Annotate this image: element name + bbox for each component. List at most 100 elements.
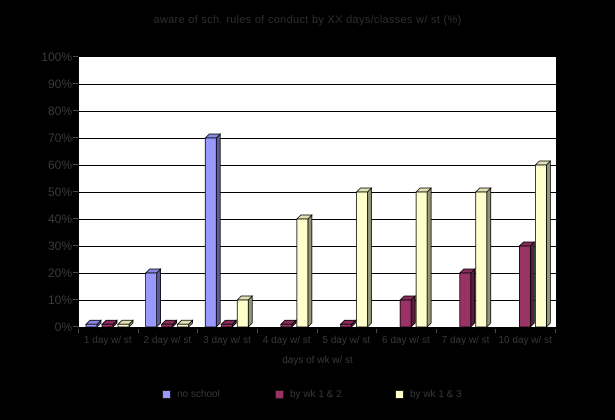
y-tick-label: 20% xyxy=(47,266,72,280)
bar-face xyxy=(459,272,472,327)
bar-face xyxy=(340,323,352,327)
y-tick-mark xyxy=(73,83,78,84)
gridline xyxy=(79,84,556,85)
y-tick-mark xyxy=(73,299,78,300)
bar-by-wk-1-3-cat6 xyxy=(415,187,433,327)
bar-by-wk-1-2-cat4 xyxy=(279,319,297,327)
y-tick-label: 70% xyxy=(47,131,72,145)
gridline xyxy=(79,192,556,193)
x-tick-mark xyxy=(256,329,258,333)
y-tick-label: 0% xyxy=(54,320,72,334)
bar-face xyxy=(307,214,313,327)
y-tick-label: 90% xyxy=(47,77,72,91)
bar-no-school-cat2 xyxy=(144,268,162,327)
bar-face xyxy=(215,133,221,327)
x-tick-mark xyxy=(316,329,318,333)
x-tick-mark xyxy=(555,329,556,333)
legend-label: by wk 1 & 3 xyxy=(410,389,462,400)
bar-face xyxy=(296,218,309,327)
bar-face xyxy=(410,295,416,327)
y-tick-label: 40% xyxy=(47,212,72,226)
bar-face xyxy=(204,137,217,327)
bar-face xyxy=(519,245,531,327)
y-tick-mark xyxy=(73,218,78,219)
legend-swatch-icon xyxy=(162,390,171,399)
y-tick-mark xyxy=(73,191,78,192)
bar-by-wk-1-3-cat4 xyxy=(295,214,313,327)
legend-swatch-icon xyxy=(395,390,404,399)
y-tick-mark xyxy=(73,110,78,111)
bar-no-school-cat1 xyxy=(85,319,102,327)
bar-face xyxy=(220,323,233,327)
x-axis-title: days of wk w/ st xyxy=(282,355,353,366)
bar-by-wk-1-2-cat7 xyxy=(458,268,476,327)
gridline xyxy=(79,300,556,301)
legend-item: by wk 1 & 3 xyxy=(395,389,462,400)
bar-face xyxy=(470,268,476,327)
legend-item: by wk 1 & 2 xyxy=(275,389,342,400)
bar-face xyxy=(145,272,157,327)
bar-face xyxy=(399,299,412,327)
y-tick-mark xyxy=(73,164,78,165)
x-tick-label: 10 day w/ st xyxy=(498,335,552,346)
bar-face xyxy=(161,323,173,327)
y-tick-label: 100% xyxy=(41,50,72,64)
legend-label: no school xyxy=(177,389,220,400)
bar-face xyxy=(367,187,372,327)
bar-by-wk-1-2-cat8 xyxy=(518,241,536,327)
x-tick-label: 1 day w/ st xyxy=(83,335,132,346)
bar-by-wk-1-2-cat5 xyxy=(339,319,357,327)
bar-face xyxy=(156,268,161,327)
gridline xyxy=(79,219,556,220)
bar-by-wk-1-2-cat3 xyxy=(220,319,238,327)
legend-item: no school xyxy=(162,389,220,400)
bar-face xyxy=(101,323,114,327)
x-tick-mark xyxy=(435,329,437,333)
bar-face xyxy=(280,323,293,327)
y-tick-mark xyxy=(73,137,78,138)
bar-face xyxy=(117,323,130,327)
bar-by-wk-1-2-cat6 xyxy=(399,295,417,327)
bar-by-wk-1-2-cat2 xyxy=(160,319,178,327)
bars-layer xyxy=(85,133,552,327)
gridline xyxy=(79,165,556,166)
gridline xyxy=(79,138,556,139)
x-tick-mark xyxy=(495,329,497,333)
y-tick-label: 30% xyxy=(47,239,72,253)
bar-by-wk-1-3-cat5 xyxy=(355,187,373,327)
chart-title: aware of sch. rules of conduct by XX day… xyxy=(153,14,462,26)
bar-by-wk-1-3-cat3 xyxy=(236,295,254,327)
bar-face xyxy=(486,187,492,327)
x-tick-label: 4 day w/ st xyxy=(262,335,311,346)
x-tick-label: 6 day w/ st xyxy=(382,335,430,346)
bar-face xyxy=(85,323,98,327)
bar-face xyxy=(475,191,488,327)
x-tick-mark xyxy=(137,329,139,333)
gridline xyxy=(79,246,556,247)
y-tick-mark xyxy=(73,245,78,246)
x-tick-mark xyxy=(78,329,79,333)
gridline xyxy=(79,273,556,274)
x-tick-label: 7 day w/ st xyxy=(441,335,490,346)
bar-face xyxy=(177,323,189,327)
x-tick-mark xyxy=(376,329,378,333)
y-tick-label: 80% xyxy=(47,104,72,118)
y-tick-mark xyxy=(73,326,78,327)
bar-no-school-cat3 xyxy=(204,133,222,327)
legend-swatch-icon xyxy=(275,390,284,399)
bar-by-wk-1-3-cat2 xyxy=(176,319,194,327)
y-tick-label: 60% xyxy=(47,158,72,172)
plot-area xyxy=(78,56,557,328)
y-tick-mark xyxy=(73,272,78,273)
gridline xyxy=(79,111,556,112)
bar-face xyxy=(236,299,249,327)
x-tick-label: 3 day w/ st xyxy=(203,335,251,346)
bar-by-wk-1-2-cat1 xyxy=(101,319,118,327)
bar-face xyxy=(535,164,547,327)
y-tick-label: 10% xyxy=(47,293,72,307)
bar-face xyxy=(356,191,368,327)
legend-label: by wk 1 & 2 xyxy=(290,389,342,400)
bar-face xyxy=(530,241,535,327)
bar-face xyxy=(426,187,432,327)
